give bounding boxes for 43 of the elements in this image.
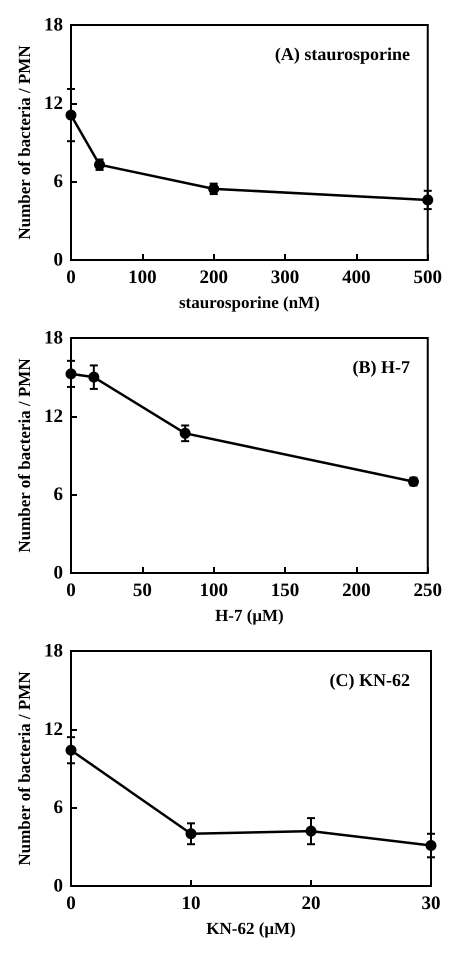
- y-tick-label: 12: [44, 92, 63, 114]
- x-tick-label: 20: [302, 893, 320, 914]
- y-tick-label: 18: [44, 640, 63, 662]
- y-tick-label: 0: [54, 562, 63, 584]
- point: [186, 828, 196, 840]
- y-tick-label: 18: [44, 328, 63, 348]
- y-axis-title: Number of bacteria / PMN: [15, 358, 34, 553]
- point: [66, 744, 76, 756]
- x-tick-label: 200: [199, 267, 228, 288]
- x-tick-label: 10: [182, 893, 200, 914]
- point: [88, 372, 100, 383]
- x-tick-label: 50: [132, 580, 152, 601]
- point: [66, 110, 76, 121]
- y-tick-label: 6: [54, 484, 63, 506]
- x-tick-label: 150: [270, 580, 300, 601]
- x-tick-label: 100: [128, 267, 157, 288]
- x-tick-label: 100: [199, 580, 228, 601]
- x-axis-title: H-7 (μM): [215, 606, 284, 625]
- y-tick-label: 0: [54, 250, 63, 270]
- y-tick-label: 18: [44, 14, 63, 36]
- text: (C) KN-62: [330, 670, 410, 690]
- y-tick-label: 0: [54, 876, 63, 896]
- point: [306, 826, 316, 837]
- point: [422, 194, 434, 206]
- y-tick-label: 6: [54, 797, 63, 818]
- y-axis-title: Number of bacteria / PMN: [15, 44, 34, 240]
- point: [426, 840, 436, 852]
- y-tick-label: 12: [44, 406, 63, 427]
- x-tick-label: 30: [422, 893, 440, 914]
- x-tick-label: 300: [270, 267, 300, 288]
- y-tick-label: 6: [54, 171, 63, 192]
- x-tick-label: 200: [342, 580, 371, 601]
- x-axis-title: staurosporine (nM): [178, 293, 320, 312]
- x-tick-label: 500: [414, 267, 442, 288]
- text: (B) H-7: [352, 357, 410, 377]
- point: [66, 368, 76, 380]
- x-tick-label: 250: [414, 580, 442, 601]
- x-tick-label: 400: [342, 267, 371, 288]
- text: (A) staurosporine: [274, 44, 410, 64]
- point: [180, 428, 191, 439]
- y-axis-title: Number of bacteria / PMN: [15, 670, 34, 866]
- x-axis-title: KN-62 (μM): [206, 919, 296, 938]
- y-tick-label: 12: [44, 718, 63, 740]
